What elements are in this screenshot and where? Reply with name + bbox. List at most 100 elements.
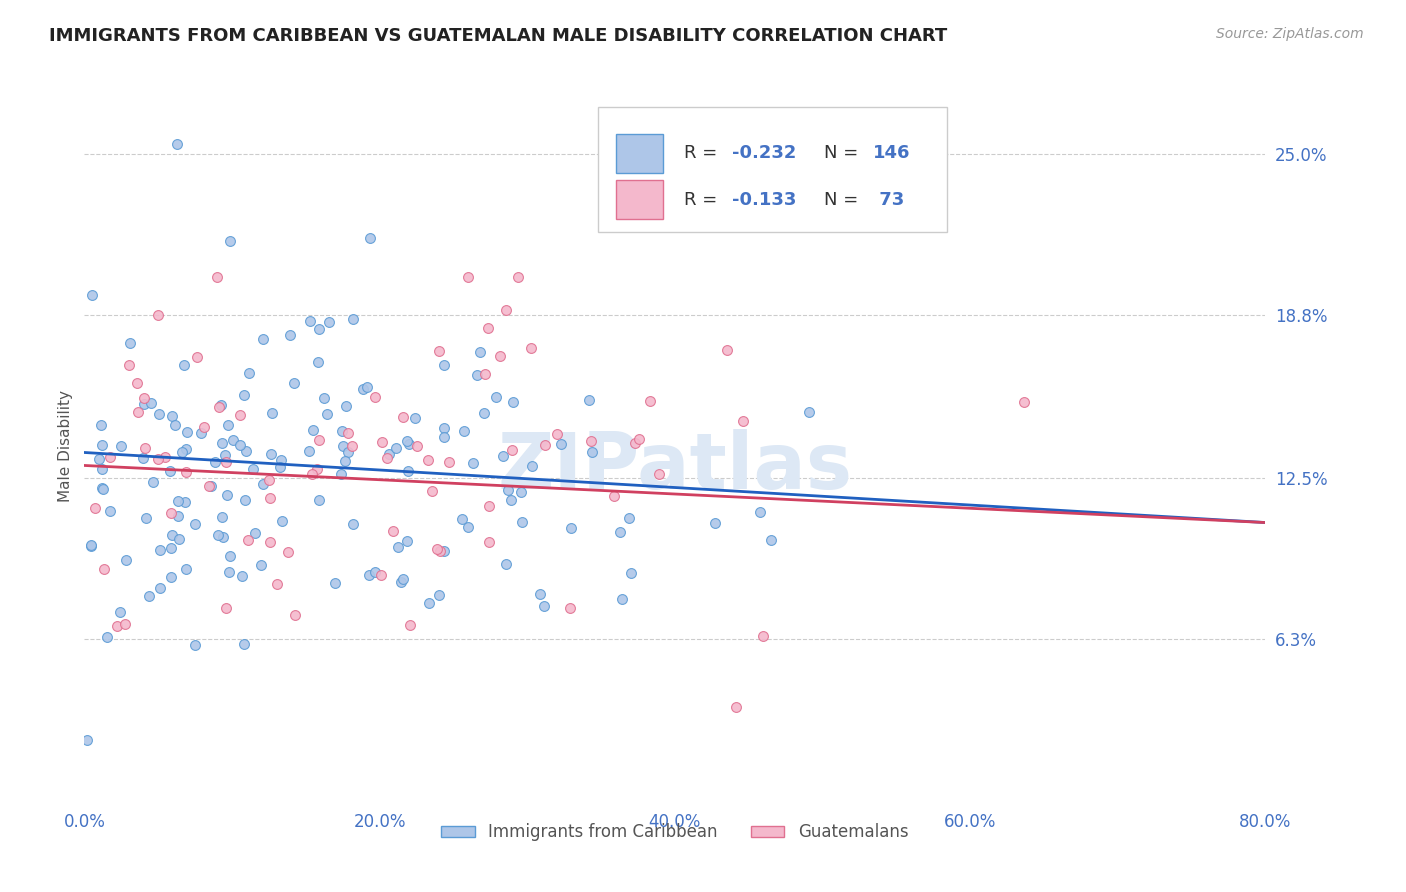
Text: N =: N =	[824, 145, 863, 162]
Guatemalans	[146, 452, 169, 467]
Immigrants from Caribbean	[315, 407, 337, 421]
Immigrants from Caribbean	[245, 526, 267, 541]
Text: 73: 73	[873, 191, 904, 209]
Immigrants from Caribbean	[160, 409, 183, 423]
Guatemalans	[301, 467, 323, 481]
Immigrants from Caribbean	[132, 451, 155, 466]
Immigrants from Caribbean	[166, 137, 188, 152]
Guatemalans	[501, 442, 523, 457]
Immigrants from Caribbean	[495, 557, 517, 571]
Immigrants from Caribbean	[250, 558, 273, 572]
Immigrants from Caribbean	[159, 464, 181, 478]
Immigrants from Caribbean	[502, 394, 524, 409]
Guatemalans	[259, 473, 281, 487]
Immigrants from Caribbean	[229, 438, 252, 452]
Guatemalans	[207, 401, 229, 415]
Immigrants from Caribbean	[167, 494, 190, 508]
Guatemalans	[457, 270, 479, 285]
Immigrants from Caribbean	[498, 483, 520, 497]
Immigrants from Caribbean	[617, 511, 640, 525]
Immigrants from Caribbean	[135, 511, 157, 525]
Immigrants from Caribbean	[142, 475, 165, 489]
Guatemalans	[198, 479, 221, 493]
Immigrants from Caribbean	[501, 493, 523, 508]
Guatemalans	[308, 434, 330, 448]
Immigrants from Caribbean	[204, 455, 226, 469]
Immigrants from Caribbean	[356, 380, 378, 394]
Guatemalans	[398, 618, 420, 632]
Guatemalans	[648, 467, 671, 481]
Immigrants from Caribbean	[270, 452, 292, 467]
Immigrants from Caribbean	[485, 390, 508, 404]
Immigrants from Caribbean	[174, 495, 197, 509]
Guatemalans	[406, 439, 429, 453]
Immigrants from Caribbean	[302, 423, 325, 437]
Immigrants from Caribbean	[169, 532, 191, 546]
Immigrants from Caribbean	[252, 332, 274, 346]
Immigrants from Caribbean	[461, 456, 484, 470]
Immigrants from Caribbean	[260, 447, 283, 461]
Guatemalans	[146, 309, 169, 323]
Immigrants from Caribbean	[385, 441, 408, 455]
Immigrants from Caribbean	[323, 575, 346, 590]
Immigrants from Caribbean	[364, 565, 387, 579]
Guatemalans	[134, 441, 156, 455]
Immigrants from Caribbean	[160, 528, 183, 542]
Guatemalans	[752, 629, 775, 643]
Immigrants from Caribbean	[217, 417, 239, 432]
Immigrants from Caribbean	[212, 530, 235, 544]
Guatemalans	[186, 350, 208, 364]
Immigrants from Caribbean	[308, 492, 330, 507]
Immigrants from Caribbean	[396, 434, 419, 448]
Immigrants from Caribbean	[141, 396, 163, 410]
Immigrants from Caribbean	[80, 288, 103, 302]
Immigrants from Caribbean	[96, 630, 118, 644]
Immigrants from Caribbean	[233, 492, 256, 507]
Immigrants from Caribbean	[90, 462, 112, 476]
Guatemalans	[364, 390, 387, 404]
Guatemalans	[603, 489, 626, 503]
Guatemalans	[307, 462, 329, 476]
Immigrants from Caribbean	[337, 445, 360, 459]
Immigrants from Caribbean	[529, 587, 551, 601]
Guatemalans	[520, 341, 543, 355]
Immigrants from Caribbean	[91, 482, 114, 496]
Immigrants from Caribbean	[211, 510, 233, 524]
Immigrants from Caribbean	[149, 542, 172, 557]
Guatemalans	[229, 409, 252, 423]
FancyBboxPatch shape	[616, 134, 664, 173]
Immigrants from Caribbean	[200, 479, 222, 493]
Guatemalans	[546, 427, 568, 442]
Guatemalans	[375, 450, 398, 465]
Immigrants from Caribbean	[90, 417, 112, 432]
Immigrants from Caribbean	[433, 359, 456, 373]
Immigrants from Caribbean	[704, 516, 727, 530]
Immigrants from Caribbean	[90, 481, 112, 495]
Immigrants from Caribbean	[520, 458, 543, 473]
Guatemalans	[236, 533, 259, 548]
Text: -0.232: -0.232	[731, 145, 796, 162]
Guatemalans	[628, 432, 651, 446]
Guatemalans	[420, 483, 443, 498]
Guatemalans	[724, 700, 747, 714]
Immigrants from Caribbean	[297, 444, 319, 458]
Guatemalans	[118, 358, 141, 372]
Immigrants from Caribbean	[533, 599, 555, 614]
Immigrants from Caribbean	[560, 521, 582, 535]
Immigrants from Caribbean	[110, 439, 132, 453]
Guatemalans	[474, 368, 496, 382]
Guatemalans	[176, 465, 198, 479]
Immigrants from Caribbean	[173, 359, 195, 373]
Immigrants from Caribbean	[335, 399, 357, 413]
Immigrants from Caribbean	[183, 516, 205, 531]
Immigrants from Caribbean	[307, 355, 329, 369]
Guatemalans	[489, 349, 512, 363]
Guatemalans	[534, 438, 557, 452]
Immigrants from Caribbean	[283, 376, 305, 391]
Immigrants from Caribbean	[510, 515, 533, 529]
Immigrants from Caribbean	[451, 511, 474, 525]
Immigrants from Caribbean	[132, 397, 155, 411]
Guatemalans	[427, 344, 450, 359]
Immigrants from Caribbean	[352, 382, 374, 396]
Guatemalans	[336, 426, 359, 441]
